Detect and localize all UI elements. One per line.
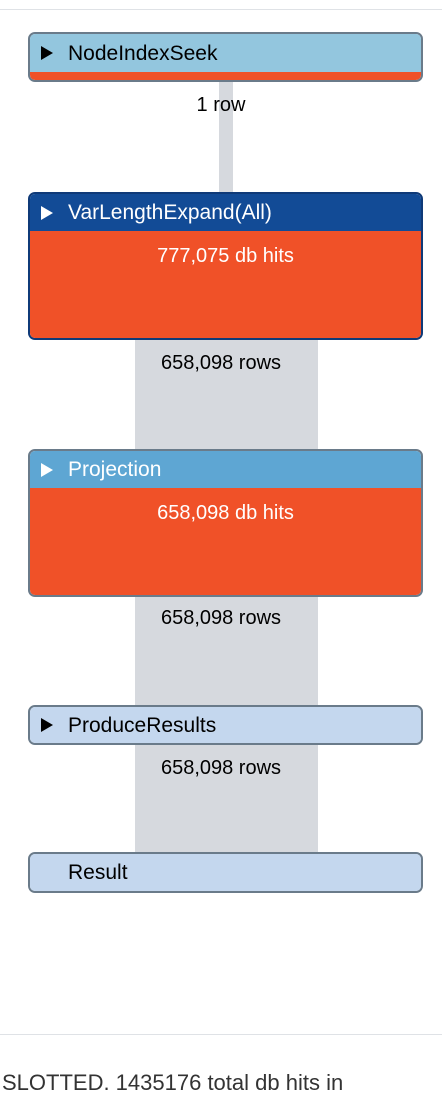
operator-projection[interactable]: Projection 658,098 db hits xyxy=(28,449,423,597)
top-divider xyxy=(0,9,442,10)
db-hits-label: 658,098 db hits xyxy=(157,502,294,524)
flow-band-seek-to-expand xyxy=(219,80,233,194)
row-count-label: 1 row xyxy=(196,94,246,116)
operator-header: Projection xyxy=(30,451,421,488)
row-count-label: 658,098 rows xyxy=(160,607,282,629)
operator-header: VarLengthExpand(All) xyxy=(30,194,421,231)
operator-name: Projection xyxy=(68,458,162,481)
operator-header: Result xyxy=(30,854,421,891)
operator-produce-results[interactable]: ProduceResults xyxy=(28,705,423,745)
operator-header: ProduceResults xyxy=(30,707,421,743)
operator-var-length-expand[interactable]: VarLengthExpand(All) 777,075 db hits xyxy=(28,192,423,340)
operator-name: Result xyxy=(68,861,128,884)
expand-triangle-icon[interactable] xyxy=(41,718,53,732)
plan-summary: SLOTTED. 1435176 total db hits in xyxy=(0,1070,442,1096)
operator-name: ProduceResults xyxy=(68,713,217,737)
operator-result[interactable]: Result xyxy=(28,852,423,893)
db-hits-label: 777,075 db hits xyxy=(157,245,294,267)
operator-header: NodeIndexSeek xyxy=(30,34,421,72)
row-count-label: 658,098 rows xyxy=(160,352,282,374)
expand-triangle-icon[interactable] xyxy=(41,205,53,220)
row-count-label: 658,098 rows xyxy=(160,757,282,779)
footer-divider xyxy=(0,1034,442,1035)
plan-summary-text: SLOTTED. 1435176 total db hits in xyxy=(2,1070,344,1095)
db-hits-bar: 777,075 db hits xyxy=(30,231,421,338)
db-hits-bar: 658,098 db hits xyxy=(30,488,421,595)
expand-triangle-icon[interactable] xyxy=(41,462,53,477)
operator-name: VarLengthExpand(All) xyxy=(68,201,272,224)
db-hits-bar xyxy=(30,72,421,80)
operator-node-index-seek[interactable]: NodeIndexSeek xyxy=(28,32,423,82)
operator-name: NodeIndexSeek xyxy=(68,41,218,65)
expand-triangle-icon[interactable] xyxy=(41,46,53,60)
